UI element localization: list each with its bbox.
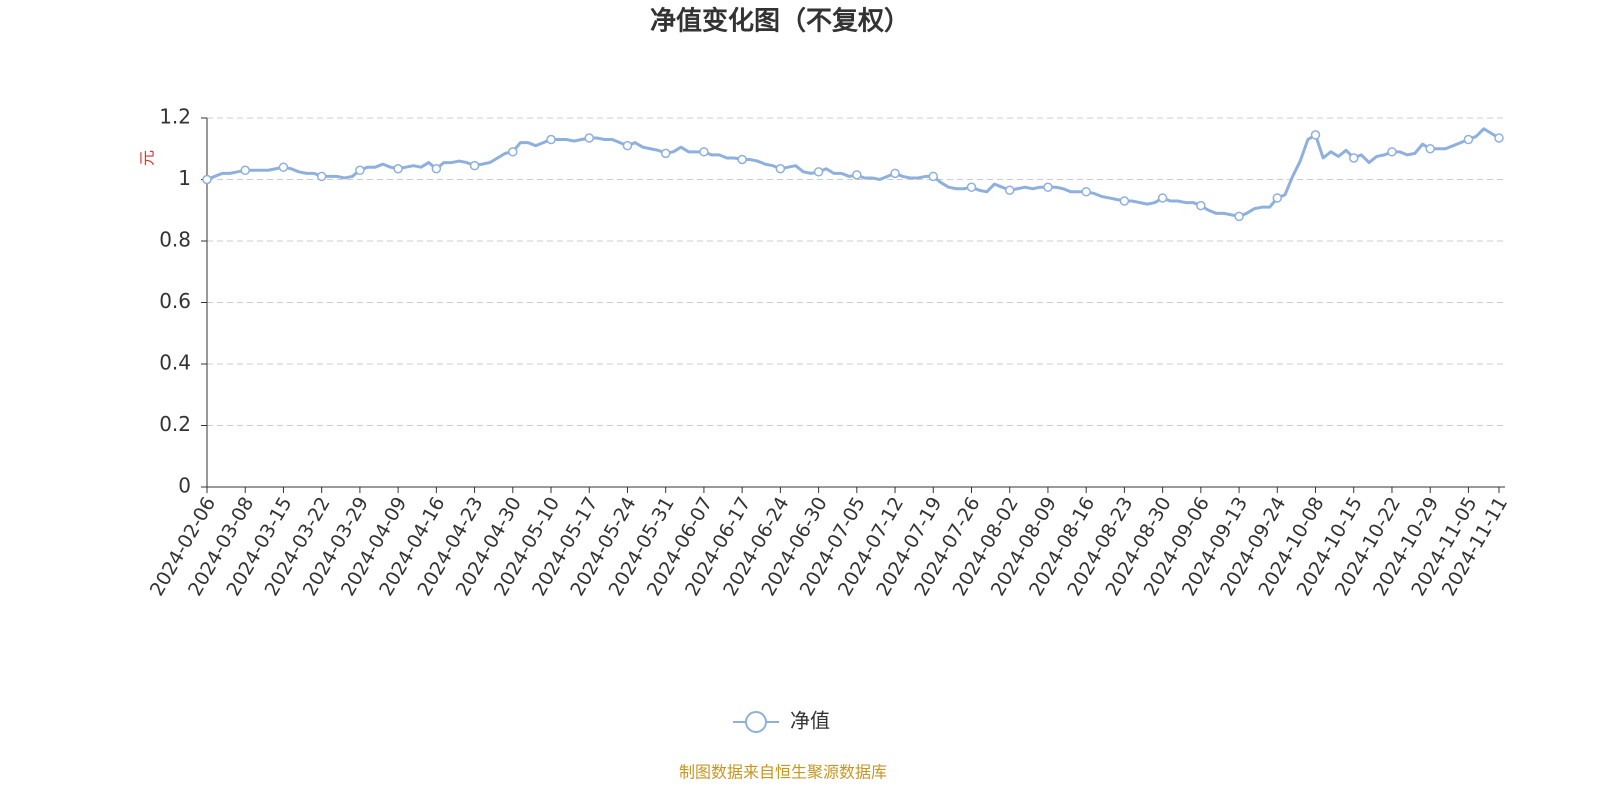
point <box>355 165 365 176</box>
point <box>852 170 862 180</box>
y-tick-label: 1.2 <box>159 105 191 129</box>
y-tick-label: 0.2 <box>159 412 191 436</box>
point <box>1425 144 1435 154</box>
point <box>1310 130 1321 140</box>
chart-title: 净值变化图（不复权） <box>650 6 910 37</box>
point <box>1234 211 1244 222</box>
point <box>278 162 289 172</box>
legend-label: 净值 <box>790 709 830 733</box>
point <box>1004 185 1015 196</box>
point <box>584 133 594 143</box>
point <box>393 163 403 174</box>
point <box>431 163 442 174</box>
point <box>890 168 900 179</box>
point <box>1272 193 1283 203</box>
y-tick-label: 0 <box>178 474 191 498</box>
source-note: 制图数据来自恒生聚源数据库 <box>679 763 887 782</box>
point <box>1494 133 1504 143</box>
point <box>1157 193 1168 203</box>
point <box>1196 200 1206 211</box>
point <box>1043 182 1053 192</box>
point <box>508 147 518 157</box>
point <box>546 134 556 145</box>
point <box>775 163 786 174</box>
y-tick-label: 1 <box>178 166 191 190</box>
point <box>469 160 480 171</box>
y-tick-label: 0.6 <box>159 289 191 313</box>
point <box>737 154 747 165</box>
point <box>1463 134 1474 145</box>
point <box>240 165 250 176</box>
point <box>202 174 212 185</box>
y-axis-label: 元 <box>138 150 157 166</box>
point <box>928 171 939 182</box>
y-tick-label: 0.4 <box>159 351 191 375</box>
point <box>622 140 633 151</box>
point <box>699 147 709 157</box>
y-tick-label: 0.8 <box>159 228 191 252</box>
point <box>1348 153 1359 163</box>
point <box>813 167 824 177</box>
point <box>660 148 671 159</box>
point <box>316 171 327 182</box>
point <box>1081 187 1091 197</box>
point <box>1387 147 1397 157</box>
point <box>966 182 977 192</box>
legend-marker <box>745 711 767 733</box>
point <box>1119 196 1130 206</box>
